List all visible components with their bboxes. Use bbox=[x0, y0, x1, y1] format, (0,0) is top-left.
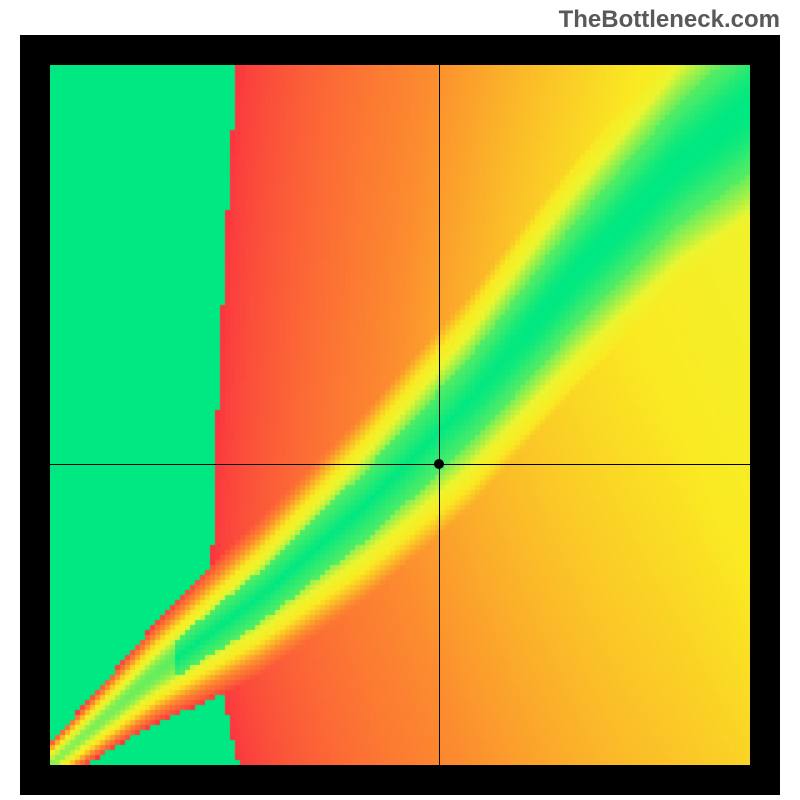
chart-container: TheBottleneck.com bbox=[0, 0, 800, 800]
heatmap-canvas bbox=[50, 65, 750, 765]
plot-area bbox=[50, 65, 750, 765]
watermark-text: TheBottleneck.com bbox=[559, 6, 780, 34]
crosshair-vertical bbox=[439, 65, 440, 765]
crosshair-horizontal bbox=[50, 464, 750, 465]
crosshair-point bbox=[434, 459, 444, 469]
plot-border bbox=[20, 35, 780, 795]
